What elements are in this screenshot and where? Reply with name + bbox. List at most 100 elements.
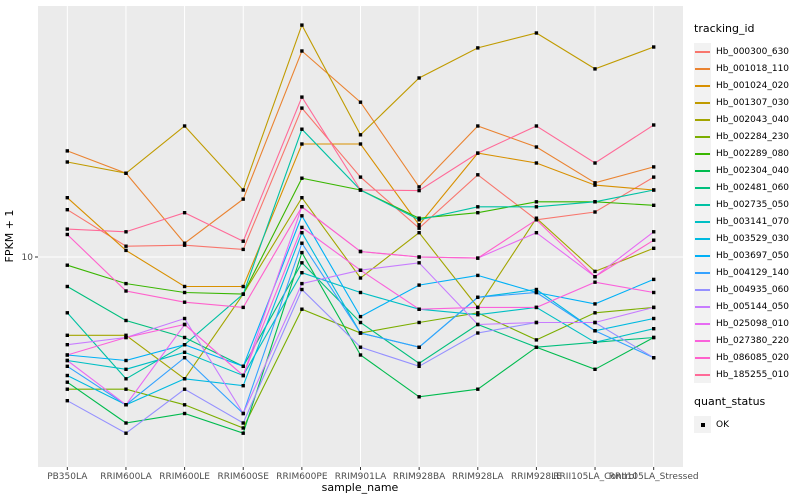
legend-key-line <box>695 169 710 172</box>
data-point <box>182 356 187 360</box>
data-point <box>300 271 304 275</box>
data-point <box>65 343 69 347</box>
data-point <box>182 243 187 247</box>
data-point <box>476 313 480 317</box>
data-point <box>241 247 245 252</box>
data-point <box>124 377 128 381</box>
legend-title-tracking-id: tracking_id <box>694 22 755 35</box>
legend-item-label: Hb_001024_020 <box>716 80 790 91</box>
data-point <box>652 203 656 207</box>
legend-key-line <box>695 50 710 53</box>
data-point <box>593 183 597 187</box>
legend-item-Hb_005144_050: Hb_005144_050 <box>694 298 800 315</box>
data-point <box>417 307 421 311</box>
data-point <box>417 261 421 265</box>
data-point <box>358 133 363 137</box>
data-point <box>241 188 245 192</box>
legend-key-swatch <box>694 366 711 383</box>
legend-item-label: Hb_002735_050 <box>716 199 790 210</box>
legend-item-label: Hb_005144_050 <box>716 301 790 312</box>
data-point <box>652 356 656 360</box>
data-point <box>417 283 421 287</box>
data-point <box>476 387 480 391</box>
data-point <box>124 387 128 391</box>
legend-key-swatch <box>694 281 711 298</box>
legend-item-Hb_002481_060: Hb_002481_060 <box>694 179 800 196</box>
data-point <box>652 290 656 295</box>
legend-item-label: Hb_003141_070 <box>716 216 790 227</box>
x-axis-tick-label: RRIM600LA <box>100 472 152 482</box>
legend-item-Hb_002043_040: Hb_002043_040 <box>694 111 800 128</box>
legend-key-line <box>695 254 710 257</box>
x-axis-tick-label: RRIM928LE <box>511 472 562 482</box>
data-point <box>124 248 128 253</box>
data-point <box>652 123 656 127</box>
legend-item-quant-OK: OK <box>694 416 800 433</box>
data-point <box>534 31 539 35</box>
data-point <box>476 305 480 310</box>
data-point <box>476 322 480 327</box>
data-point <box>65 353 69 357</box>
data-point <box>300 196 304 200</box>
data-point <box>534 287 539 292</box>
data-point <box>300 95 304 99</box>
data-point <box>300 205 304 209</box>
data-point <box>593 329 597 333</box>
legend-key-line <box>695 305 710 308</box>
data-points <box>65 23 656 435</box>
legend-item-label: Hb_002043_040 <box>716 114 790 125</box>
data-point <box>534 218 539 222</box>
data-point <box>65 227 69 231</box>
legend-key-line <box>695 84 710 87</box>
data-point <box>358 314 363 319</box>
legend-key-swatch <box>694 349 711 366</box>
legend-key-swatch <box>694 128 711 145</box>
data-point <box>476 295 480 299</box>
y-axis-tick-label: 10 <box>22 253 34 263</box>
data-point <box>476 311 480 315</box>
legend-item-label: Hb_003529_030 <box>716 233 790 244</box>
data-point <box>358 331 363 335</box>
data-point <box>417 320 421 325</box>
legend-key-swatch <box>694 196 711 213</box>
legend-item-Hb_004935_060: Hb_004935_060 <box>694 281 800 298</box>
data-point <box>65 232 69 237</box>
data-point <box>124 335 128 340</box>
legend-key-line <box>695 186 710 189</box>
data-point <box>593 320 597 325</box>
legend-key-swatch <box>694 179 711 196</box>
data-point <box>358 345 363 349</box>
legend-item-Hb_086085_020: Hb_086085_020 <box>694 349 800 366</box>
legend-key-swatch <box>694 315 711 332</box>
data-point <box>417 185 421 189</box>
data-point <box>534 200 539 204</box>
data-point <box>241 431 245 435</box>
data-point <box>65 149 69 153</box>
data-point <box>300 307 304 311</box>
data-point <box>593 269 597 274</box>
data-point <box>300 241 304 245</box>
data-point <box>358 188 363 192</box>
data-point <box>124 281 128 286</box>
legend-item-label: Hb_025098_010 <box>716 318 790 329</box>
data-point <box>124 403 128 407</box>
data-point <box>593 302 597 306</box>
data-point <box>300 127 304 131</box>
data-point <box>534 305 539 310</box>
legend-key-line <box>695 373 710 376</box>
data-point <box>182 335 187 340</box>
data-point <box>241 197 245 201</box>
data-point <box>652 175 656 179</box>
data-point <box>534 124 539 128</box>
legend-item-Hb_027380_220: Hb_027380_220 <box>694 332 800 349</box>
legend-key-line <box>695 203 710 206</box>
x-axis-labels: PB350LA RRIM600LA RRIM600LE RRIM600SE RRIM60… <box>47 472 698 482</box>
data-point <box>65 399 69 403</box>
data-point <box>593 275 597 279</box>
legend-key-line <box>695 288 710 291</box>
data-point <box>182 350 187 354</box>
data-point <box>241 364 245 368</box>
data-point <box>593 280 597 284</box>
data-point <box>534 145 539 149</box>
